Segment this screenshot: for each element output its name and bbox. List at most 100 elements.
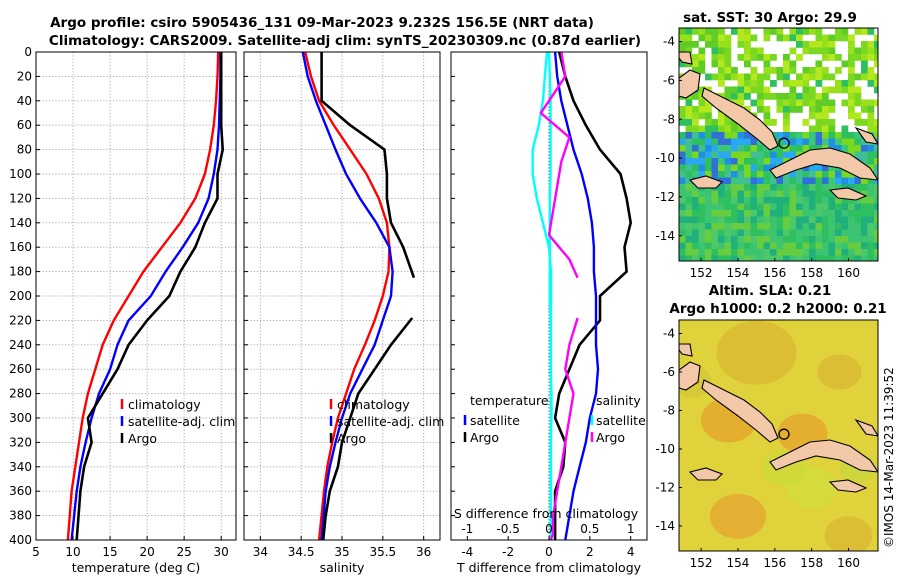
x-tick-label: 34.5 [288, 545, 315, 559]
land-shape [828, 187, 868, 201]
map-y-tick-label: -12 [655, 190, 675, 204]
series-line-climatology [304, 51, 391, 541]
x2-tick-label: 0 [545, 522, 553, 536]
legend-label: Argo [470, 430, 499, 445]
legend-label: satellite [596, 413, 646, 428]
salinity-panel: 34 34.5 35 35.5 36 salinity climatology satelli… [243, 51, 444, 575]
x2-tick-label: 1 [627, 522, 635, 536]
map-y-tick-label: -14 [655, 229, 675, 243]
map-frame [678, 319, 879, 552]
land-shape [701, 379, 779, 443]
x2-tick-label: -1 [461, 522, 473, 536]
y-tick-label: 80 [17, 143, 32, 157]
map-y-tick-label: -6 [663, 73, 675, 87]
map-y-tick-label: -10 [655, 442, 675, 456]
map-sla-field [679, 320, 878, 551]
map-x-tick-label: 154 [727, 556, 750, 570]
y-tick-label: 120 [9, 191, 32, 205]
land-shape [769, 147, 878, 181]
series-line-salinity-satellite [547, 51, 553, 540]
series-line-climatology [66, 51, 220, 541]
land-shape [679, 361, 701, 391]
map-y-tick-label: -10 [655, 151, 675, 165]
y-tick-label: 160 [9, 240, 32, 254]
legend-label: Argo [128, 431, 157, 446]
x-tick-label: 20 [139, 545, 154, 559]
map-y-tick-label: -8 [663, 112, 675, 126]
legend-label: satellite-adj. clim [337, 414, 444, 429]
sst-map-title: sat. SST: 30 Argo: 29.9 [683, 10, 857, 26]
y-tick-label: 340 [9, 460, 32, 474]
series-line-temperature-satellite [531, 51, 553, 540]
series-line-salinity-argo [549, 317, 579, 541]
land-shape [688, 467, 723, 481]
series-line-argo [75, 52, 224, 541]
x-axis-label: temperature (deg C) [72, 560, 201, 575]
map-x-tick-label: 152 [690, 266, 713, 280]
y-tick-label: 60 [17, 118, 32, 132]
legend-label: satellite [470, 413, 520, 428]
legend-label: Argo [596, 430, 625, 445]
x2-tick-label: -0.5 [496, 522, 519, 536]
x-tick-label: 35.5 [369, 545, 396, 559]
x-tick-label: 25 [177, 545, 192, 559]
land-shape [701, 87, 779, 151]
land-shape [679, 51, 693, 65]
sla-map: Altim. SLA: 0.21 Argo h1000: 0.2 h2000: … [655, 283, 886, 570]
map-x-tick-label: 156 [763, 556, 786, 570]
sla-map-title-2: Argo h1000: 0.2 h2000: 0.21 [669, 301, 886, 317]
land-shape [828, 479, 868, 493]
argo-position-marker [778, 137, 790, 149]
y-tick-label: 320 [9, 435, 32, 449]
series-line-satellite-adj-clim [70, 52, 222, 541]
title-line-2: Climatology: CARS2009. Satellite-adj cli… [49, 33, 641, 49]
legend-title-temperature: temperature [470, 393, 549, 408]
x2-tick-label: 0.5 [580, 522, 599, 536]
y-tick-label: 40 [17, 94, 32, 108]
series-line-argo [320, 52, 416, 279]
legend-title-salinity: salinity [596, 393, 641, 408]
x-tick-label: 35 [334, 545, 349, 559]
map-x-tick-label: 158 [800, 556, 823, 570]
map-x-tick-label: 158 [800, 266, 823, 280]
map-x-tick-label: 160 [837, 556, 860, 570]
map-y-tick-label: -6 [663, 365, 675, 379]
x-tick-label: 36 [416, 545, 431, 559]
series-line-argo [321, 317, 414, 541]
map-x-tick-label: 154 [727, 266, 750, 280]
x-tick-label: 34 [253, 545, 268, 559]
y-tick-label: 180 [9, 265, 32, 279]
land-shape [854, 126, 878, 145]
land-shape [679, 343, 693, 357]
series-line-satellite-adj-clim [301, 51, 394, 541]
y-tick-label: 300 [9, 411, 32, 425]
x-axis-label: salinity [320, 560, 365, 575]
legend-label: climatology [128, 397, 201, 412]
land-shape [769, 439, 878, 473]
y-tick-label: 380 [9, 509, 32, 523]
x-tick-label: 0 [545, 545, 553, 559]
x2-axis-label: S difference from climatology [454, 506, 639, 521]
map-sst-field [679, 28, 878, 261]
y-tick-label: 20 [17, 69, 32, 83]
imos-timestamp: ©IMOS 14-Mar-2023 11:39:52 [882, 367, 896, 548]
sla-map-title-1: Altim. SLA: 0.21 [709, 283, 831, 299]
y-tick-label: 200 [9, 289, 32, 303]
map-y-tick-label: -12 [655, 480, 675, 494]
title-line-1: Argo profile: csiro 5905436_131 09-Mar-2… [50, 15, 594, 31]
map-y-tick-label: -8 [663, 403, 675, 417]
map-frame [678, 27, 879, 262]
series-line-temperature-satellite-adj [553, 51, 600, 541]
series-line-salinity-argo [539, 51, 579, 279]
map-y-tick-label: -4 [663, 35, 675, 49]
y-tick-label: 280 [9, 387, 32, 401]
map-y-tick-label: -4 [663, 326, 675, 340]
map-x-tick-label: 152 [690, 556, 713, 570]
x-tick-label: 4 [627, 545, 635, 559]
series-line-temperature-argo [553, 51, 633, 540]
y-tick-label: 0 [24, 45, 32, 59]
y-tick-label: 260 [9, 362, 32, 376]
map-x-tick-label: 160 [837, 266, 860, 280]
x-tick-label: 10 [65, 545, 80, 559]
